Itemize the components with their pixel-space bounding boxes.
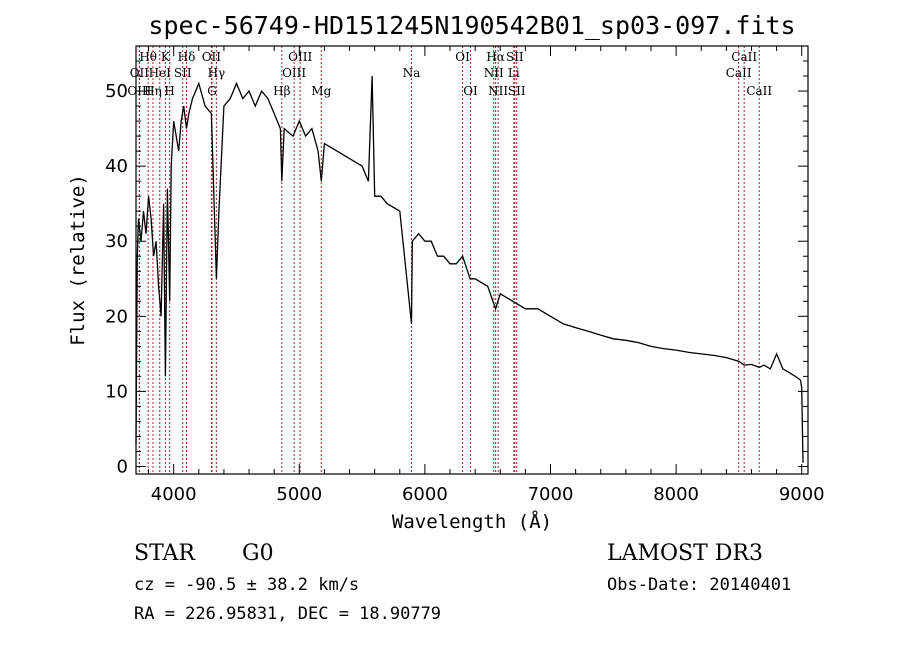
x-axis-label: Wavelength (Å) [392, 510, 552, 533]
emission-line-label: CaII [731, 50, 757, 64]
emission-line-label: Li [508, 66, 520, 80]
emission-line-label: Na [403, 66, 421, 80]
emission-line-label: SII [506, 50, 524, 64]
emission-line-label: SII [174, 66, 192, 80]
emission-line-label: Hβ [273, 84, 290, 98]
emission-line-label: OIII [282, 66, 306, 80]
redshift-velocity: cz = -90.5 ± 38.2 km/s [134, 575, 359, 595]
emission-line-label: G [207, 84, 217, 98]
observation-date: Obs-Date: 20140401 [607, 575, 791, 595]
emission-line-label: OIII [288, 50, 312, 64]
emission-line-label: HeI [149, 66, 172, 80]
emission-line-label: CaII [726, 66, 752, 80]
y-tick-label: 30 [105, 231, 128, 252]
y-tick-label: 50 [105, 81, 128, 102]
y-axis-ticks: 0 10 20 30 40 50 [105, 60, 808, 477]
emission-line-label: K [161, 50, 171, 64]
y-tick-label: 0 [117, 456, 128, 477]
chart-title: spec-56749-HD151245N190542B01_sp03-097.f… [148, 11, 795, 40]
emission-lines [138, 46, 760, 474]
x-tick-label: 8000 [653, 484, 699, 505]
emission-line-label: OII [130, 66, 150, 80]
x-tick-label: 6000 [402, 484, 448, 505]
x-tick-label: 4000 [151, 484, 197, 505]
emission-line-label: Hθ [139, 50, 157, 64]
plot-frame [135, 45, 809, 475]
emission-line-label: Hδ [178, 50, 196, 64]
emission-line-label: OI [455, 50, 470, 64]
x-tick-label: 7000 [528, 484, 574, 505]
x-tick-label: 5000 [276, 484, 322, 505]
emission-line-label: OII [202, 50, 222, 64]
survey-release: LAMOST DR3 [607, 541, 763, 566]
x-axis-ticks: 4000 5000 6000 7000 8000 9000 [148, 46, 825, 505]
emission-line-label: NII [484, 66, 504, 80]
y-axis-label: Flux (relative) [67, 174, 89, 346]
emission-line-label: Hγ [208, 66, 226, 80]
y-tick-label: 40 [105, 156, 128, 177]
emission-line-label: CaII [746, 84, 772, 98]
emission-line-label: SII [508, 84, 526, 98]
emission-line-label: Mg [311, 84, 331, 98]
object-subclass: G0 [242, 541, 274, 566]
emission-line-label: Hη [144, 84, 162, 98]
sky-coordinates: RA = 226.95831, DEC = 18.90779 [134, 604, 441, 624]
emission-line-label: OI [463, 84, 478, 98]
y-tick-label: 20 [105, 306, 128, 327]
y-tick-label: 10 [105, 381, 128, 402]
x-tick-label: 9000 [779, 484, 825, 505]
emission-line-label: NII [488, 84, 508, 98]
emission-line-label: Hα [486, 50, 505, 64]
spectrum-series-line [135, 75, 804, 463]
emission-line-label: H [164, 84, 174, 98]
object-class: STAR [134, 541, 196, 566]
